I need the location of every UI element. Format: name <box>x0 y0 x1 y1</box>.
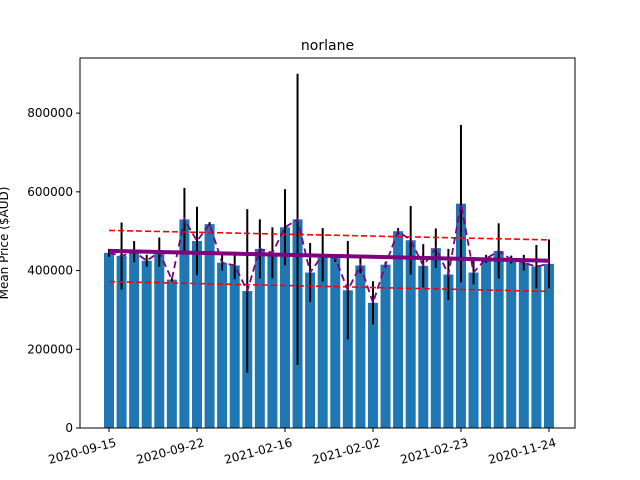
upper-band-line <box>108 229 549 241</box>
bar <box>129 251 140 428</box>
y-axis-label: Mean Price ($AUD) <box>0 187 11 300</box>
x-axis: 2020-09-15 2020-09-22 2021-02-16 2021-02-02… <box>47 428 558 467</box>
x-tick-label: 2020-09-22 <box>135 435 206 467</box>
bar <box>443 274 454 428</box>
bar <box>267 252 278 428</box>
plot-frame <box>79 57 576 429</box>
bar <box>116 255 127 428</box>
bar <box>305 272 316 428</box>
chart-title: norlane <box>301 38 354 54</box>
bar <box>455 203 466 428</box>
y-tick-label: 0 <box>65 421 73 435</box>
bar <box>531 266 542 428</box>
bar <box>430 248 441 428</box>
bar <box>543 263 554 428</box>
bars <box>104 203 554 428</box>
y-tick-label: 800000 <box>27 106 73 120</box>
mean-series-line <box>108 203 550 306</box>
y-tick-label: 600000 <box>27 185 73 199</box>
bar <box>405 240 416 428</box>
bar <box>204 224 215 428</box>
bar <box>166 279 177 428</box>
bar <box>418 265 429 428</box>
bar <box>367 302 378 428</box>
x-tick-label: 2020-09-15 <box>47 435 118 467</box>
bar <box>518 262 529 428</box>
x-tick-label: 2021-02-16 <box>223 435 294 467</box>
bar <box>493 250 504 428</box>
x-tick-label: 2021-02-02 <box>311 435 382 467</box>
bar <box>506 259 517 428</box>
bar <box>154 252 165 428</box>
trend-line <box>108 248 549 263</box>
bar <box>179 219 190 428</box>
x-tick-label: 2021-02-23 <box>399 435 470 467</box>
bar <box>254 248 265 428</box>
trend-lines <box>108 203 550 306</box>
y-axis: 0 200000 400000 600000 800000 <box>27 106 80 435</box>
lower-band-line <box>108 280 549 293</box>
x-tick-label: 2020-11-24 <box>487 435 558 467</box>
bar <box>317 254 328 428</box>
bar <box>393 231 404 428</box>
bar <box>191 241 202 428</box>
y-tick-label: 200000 <box>27 342 73 356</box>
bar <box>330 257 341 428</box>
bar <box>481 258 492 428</box>
bar <box>217 262 228 428</box>
bar <box>355 265 366 428</box>
bar <box>104 252 114 428</box>
bar <box>279 227 290 428</box>
bar <box>342 290 353 428</box>
y-tick-label: 400000 <box>27 264 73 278</box>
bar <box>141 260 152 428</box>
bar <box>468 272 479 428</box>
bar <box>229 265 240 428</box>
bar <box>380 264 391 428</box>
